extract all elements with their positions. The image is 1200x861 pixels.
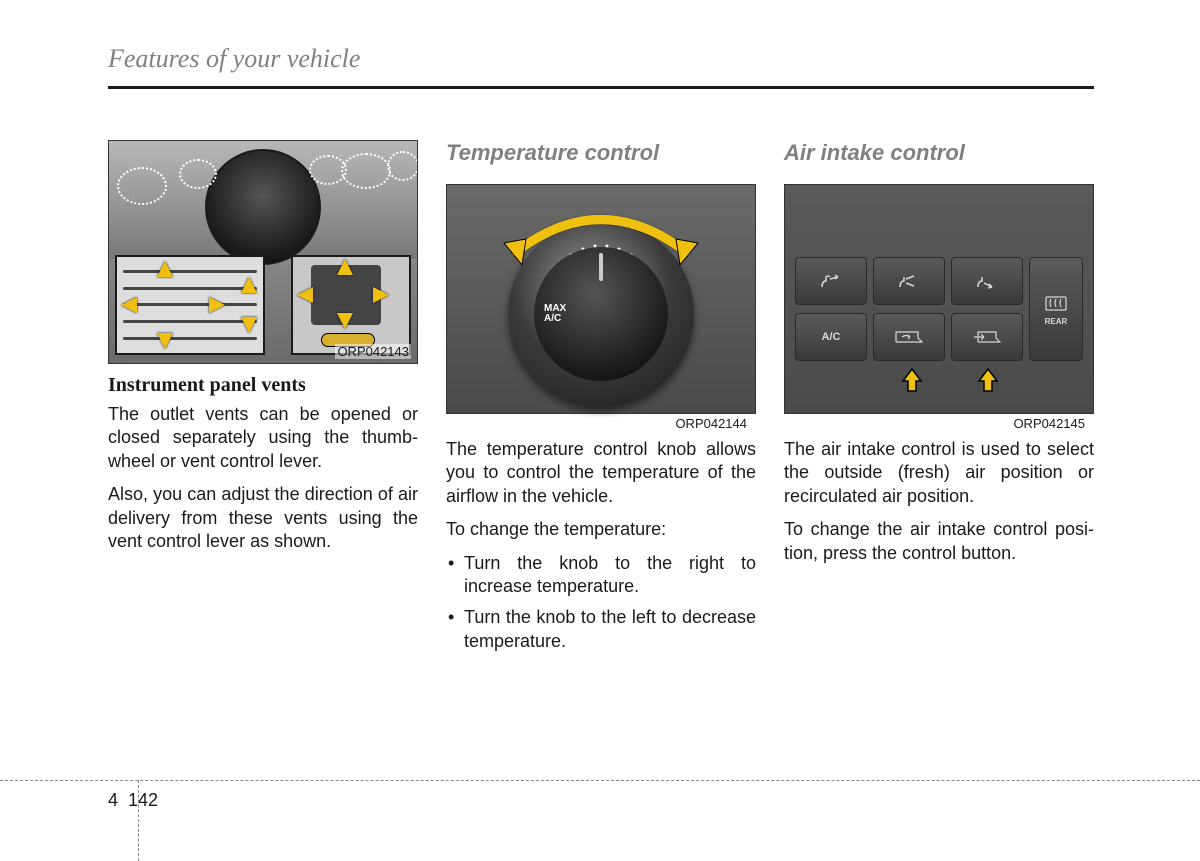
vents-p1: The outlet vents can be opened or closed… bbox=[108, 403, 418, 473]
airflow-face-icon bbox=[818, 271, 844, 291]
page-number: 4 142 bbox=[108, 790, 158, 811]
mode-button-floor bbox=[951, 257, 1023, 305]
temp-p2: To change the temperature: bbox=[446, 518, 756, 541]
vent-highlight-circle bbox=[387, 151, 418, 181]
page-header: Features of your vehicle bbox=[108, 44, 360, 74]
rear-label: REAR bbox=[1045, 317, 1068, 326]
indicator-arrow-icon bbox=[977, 367, 999, 393]
vent-lines-icon bbox=[117, 257, 263, 353]
vent-inset-left bbox=[115, 255, 265, 355]
arrow-down-icon bbox=[157, 333, 173, 349]
air-intake-title: Air intake control bbox=[784, 140, 1094, 166]
arrow-left-icon bbox=[121, 297, 137, 313]
column-vents: ORP042143 Instrument panel vents The out… bbox=[108, 140, 418, 661]
figure-id-label: ORP042144 bbox=[673, 416, 749, 431]
vents-subheading: Instrument panel vents bbox=[108, 374, 418, 397]
hvac-button-panel: A/C REAR bbox=[795, 257, 1083, 361]
figure-id-label: ORP042143 bbox=[335, 344, 411, 359]
crop-mark-icon bbox=[0, 780, 1200, 781]
mode-button-bilevel bbox=[873, 257, 945, 305]
figure-id-label: ORP042145 bbox=[1011, 416, 1087, 431]
arrow-down-icon bbox=[337, 313, 353, 329]
hvac-row-top bbox=[795, 257, 1023, 305]
rear-defrost-icon bbox=[1043, 293, 1069, 313]
fresh-air-button bbox=[951, 313, 1023, 361]
page-num: 142 bbox=[128, 790, 158, 811]
column-air-intake: Air intake control bbox=[784, 140, 1094, 661]
temperature-title: Temperature control bbox=[446, 140, 756, 166]
figure-instrument-panel-vents: ORP042143 bbox=[108, 140, 418, 364]
vent-highlight-circle bbox=[117, 167, 167, 205]
hvac-row-bottom: A/C bbox=[795, 313, 1023, 361]
column-temperature: Temperature control MAX A/C bbox=[446, 140, 756, 661]
content-columns: ORP042143 Instrument panel vents The out… bbox=[108, 140, 1094, 661]
figure-temperature-knob: MAX A/C ORP042144 bbox=[446, 184, 756, 414]
intake-p2: To change the air intake control posi­ti… bbox=[784, 518, 1094, 565]
temp-p1: The temperature control knob allows you … bbox=[446, 438, 756, 508]
vents-p2: Also, you can adjust the direction of ai… bbox=[108, 483, 418, 553]
steering-wheel-icon bbox=[205, 149, 321, 265]
vent-inset-right bbox=[291, 255, 411, 355]
rear-defrost-button: REAR bbox=[1029, 257, 1083, 361]
mode-button-face bbox=[795, 257, 867, 305]
chapter-number: 4 bbox=[108, 790, 128, 811]
arrow-right-icon bbox=[373, 287, 389, 303]
figure-air-intake: A/C REAR bbox=[784, 184, 1094, 414]
fresh-air-icon bbox=[972, 328, 1002, 346]
rotation-arrow-icon bbox=[486, 197, 716, 277]
crop-mark-icon bbox=[138, 780, 139, 861]
temp-bullet-1: Turn the knob to the right to increase t… bbox=[446, 552, 756, 599]
max-ac-label: MAX A/C bbox=[544, 304, 566, 324]
intake-p1: The air intake control is used to select… bbox=[784, 438, 1094, 508]
ac-button: A/C bbox=[795, 313, 867, 361]
recirculate-button bbox=[873, 313, 945, 361]
arrow-right-icon bbox=[209, 297, 225, 313]
airflow-bilevel-icon bbox=[896, 271, 922, 291]
arrow-up-icon bbox=[241, 277, 257, 293]
temp-bullet-2: Turn the knob to the left to decrease te… bbox=[446, 606, 756, 653]
header-rule bbox=[108, 86, 1094, 89]
arrow-down-icon bbox=[241, 317, 257, 333]
ac-label: A/C bbox=[544, 313, 561, 324]
recirculate-icon bbox=[894, 328, 924, 346]
vent-highlight-circle bbox=[179, 159, 217, 189]
airflow-floor-icon bbox=[974, 271, 1000, 291]
arrow-up-icon bbox=[337, 259, 353, 275]
vent-highlight-circle bbox=[341, 153, 391, 189]
indicator-arrow-icon bbox=[901, 367, 923, 393]
temp-bullets: Turn the knob to the right to increase t… bbox=[446, 552, 756, 662]
arrow-left-icon bbox=[297, 287, 313, 303]
arrow-up-icon bbox=[157, 261, 173, 277]
